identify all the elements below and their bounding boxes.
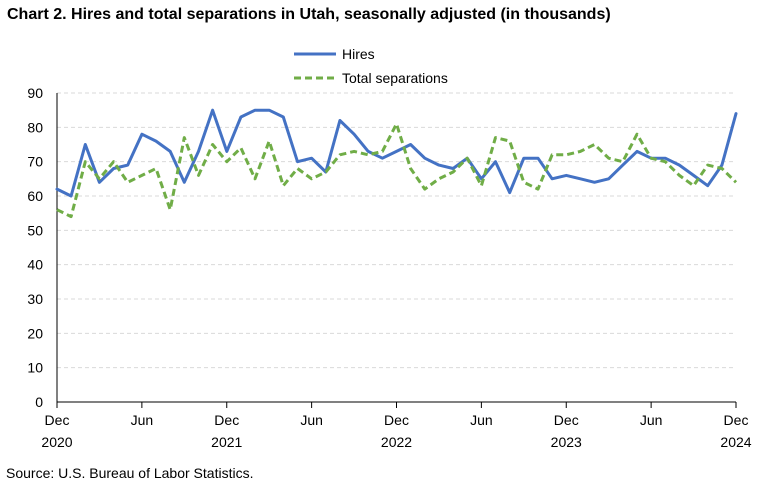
- x-tick-label-month: Dec: [384, 412, 409, 428]
- chart-title: Chart 2. Hires and total separations in …: [7, 6, 611, 23]
- x-tick-label-month: Dec: [214, 412, 239, 428]
- series-lines: [55, 108, 738, 219]
- y-tick-label: 0: [35, 394, 43, 410]
- y-tick-label: 60: [27, 188, 43, 204]
- x-tick-label-month: Dec: [554, 412, 579, 428]
- y-tick-label: 10: [27, 360, 43, 376]
- y-tick-label: 20: [27, 325, 43, 341]
- x-tick-label-year: 2022: [381, 434, 412, 450]
- y-tick-label: 30: [27, 291, 43, 307]
- x-tick-label-month: Jun: [640, 412, 663, 428]
- legend-label: Total separations: [342, 70, 448, 86]
- y-tick-label: 80: [27, 119, 43, 135]
- x-tick-label-month: Jun: [300, 412, 323, 428]
- source-note: Source: U.S. Bureau of Labor Statistics.: [6, 465, 254, 481]
- series-line-total-separations: [56, 122, 738, 219]
- x-tick-label-month: Dec: [724, 412, 749, 428]
- x-tick-label-month: Jun: [131, 412, 154, 428]
- series-line-hires: [55, 108, 738, 198]
- y-tick-label: 70: [27, 154, 43, 170]
- x-tick-label-month: Jun: [470, 412, 493, 428]
- axes: 0 10 20 30 40 50 60 70 80 90 Dec 2020 Jun Dec 2021 Jun D…: [27, 85, 751, 450]
- x-tick-label-month: Dec: [45, 412, 70, 428]
- y-tick-label: 40: [27, 257, 43, 273]
- x-tick-label-year: 2021: [211, 434, 242, 450]
- x-tick-label-year: 2024: [720, 434, 751, 450]
- legend: Hires Total separations: [294, 46, 448, 86]
- x-tick-label-year: 2020: [41, 434, 72, 450]
- y-tick-label: 90: [27, 85, 43, 101]
- legend-label: Hires: [342, 46, 375, 62]
- gridlines: [57, 92, 736, 369]
- y-tick-label: 50: [27, 222, 43, 238]
- x-tick-label-year: 2023: [551, 434, 582, 450]
